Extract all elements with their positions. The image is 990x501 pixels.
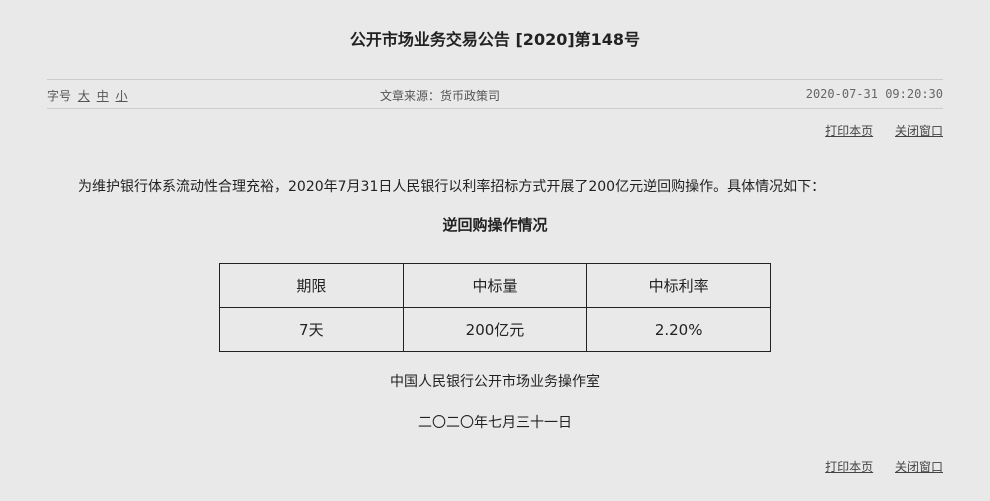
top-actions: 打印本页 关闭窗口 xyxy=(807,122,943,139)
font-size-label: 字号 xyxy=(47,89,72,103)
table-row: 7天 200亿元 2.20% xyxy=(219,307,771,352)
close-window-link[interactable]: 关闭窗口 xyxy=(894,124,943,138)
cell-rate: 2.20% xyxy=(586,307,771,352)
table-header-row: 期限 中标量 中标利率 xyxy=(219,263,771,308)
close-window-link[interactable]: 关闭窗口 xyxy=(894,460,943,474)
page-title: 公开市场业务交易公告 [2020]第148号 xyxy=(349,30,641,49)
print-link[interactable]: 打印本页 xyxy=(825,124,874,138)
operation-table: 期限 中标量 中标利率 7天 200亿元 2.20% xyxy=(219,263,771,352)
meta-bar: 字号 大 中 小 文章来源：货币政策司 2020-07-31 09:20:30 xyxy=(47,79,943,109)
font-large-link[interactable]: 大 xyxy=(77,89,90,103)
header-cell: 中标量 xyxy=(402,263,588,308)
signature: 中国人民银行公开市场业务操作室 xyxy=(390,374,600,390)
print-link[interactable]: 打印本页 xyxy=(825,460,874,474)
cell-amount: 200亿元 xyxy=(402,307,588,352)
timestamp: 2020-07-31 09:20:30 xyxy=(805,87,943,101)
cell-term: 7天 xyxy=(219,307,404,352)
table-title: 逆回购操作情况 xyxy=(442,216,548,234)
article-source: 文章来源：货币政策司 xyxy=(380,89,501,103)
date: 二〇二〇年七月三十一日 xyxy=(418,415,572,431)
font-size-controls: 字号 大 中 小 xyxy=(47,87,128,104)
body-paragraph: 为维护银行体系流动性合理充裕，2020年7月31日人民银行以利率招标方式开展了2… xyxy=(78,179,826,195)
font-small-link[interactable]: 小 xyxy=(115,89,128,103)
header-cell: 中标利率 xyxy=(586,263,771,308)
header-cell: 期限 xyxy=(219,263,404,308)
font-medium-link[interactable]: 中 xyxy=(96,89,109,103)
bottom-actions: 打印本页 关闭窗口 xyxy=(807,458,943,475)
